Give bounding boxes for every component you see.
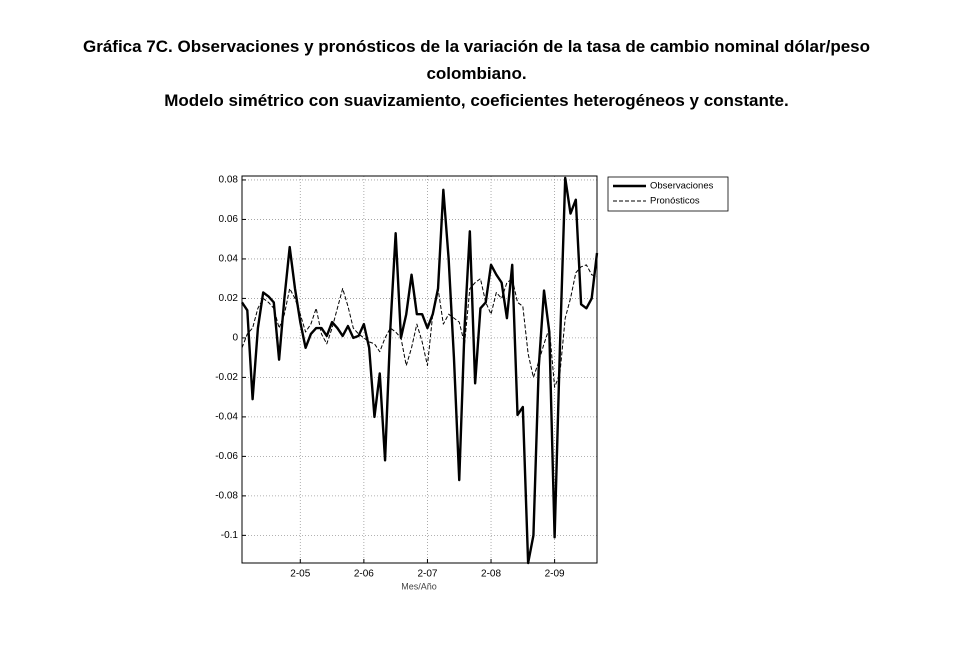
x-tick-label: 2-09 bbox=[545, 569, 565, 580]
y-tick-label: -0.1 bbox=[221, 530, 239, 541]
series-line bbox=[241, 176, 599, 565]
y-tick-label: 0.08 bbox=[219, 175, 239, 186]
y-tick-label: 0 bbox=[232, 333, 238, 344]
y-tick-label: -0.02 bbox=[215, 372, 238, 383]
y-tick-label: 0.04 bbox=[219, 254, 239, 265]
plot-area bbox=[242, 176, 597, 563]
x-tick-label: 2-07 bbox=[417, 569, 437, 580]
legend-label: Pronósticos bbox=[650, 196, 700, 207]
series-line bbox=[241, 264, 598, 388]
y-tick-label: -0.08 bbox=[215, 491, 238, 502]
titles: Gráfica 7C. Observaciones y pronósticos … bbox=[20, 33, 933, 114]
chart-subtitle: Modelo simétrico con suavizamiento, coef… bbox=[164, 91, 789, 110]
x-tick-label: 2-05 bbox=[290, 569, 310, 580]
x-tick-label: 2-08 bbox=[481, 569, 501, 580]
legend-box bbox=[607, 176, 729, 212]
x-tick-label: 2-06 bbox=[354, 569, 374, 580]
y-tick-label: -0.06 bbox=[215, 451, 238, 462]
chart-title: Gráfica 7C. Observaciones y pronósticos … bbox=[83, 37, 870, 83]
y-tick-label: 0.02 bbox=[219, 293, 239, 304]
legend-label: Observaciones bbox=[650, 181, 714, 192]
y-tick-label: 0.06 bbox=[219, 214, 239, 225]
x-axis-label: Mes/Año bbox=[401, 581, 437, 591]
y-tick-label: -0.04 bbox=[215, 412, 238, 423]
plot-frame bbox=[241, 175, 598, 564]
